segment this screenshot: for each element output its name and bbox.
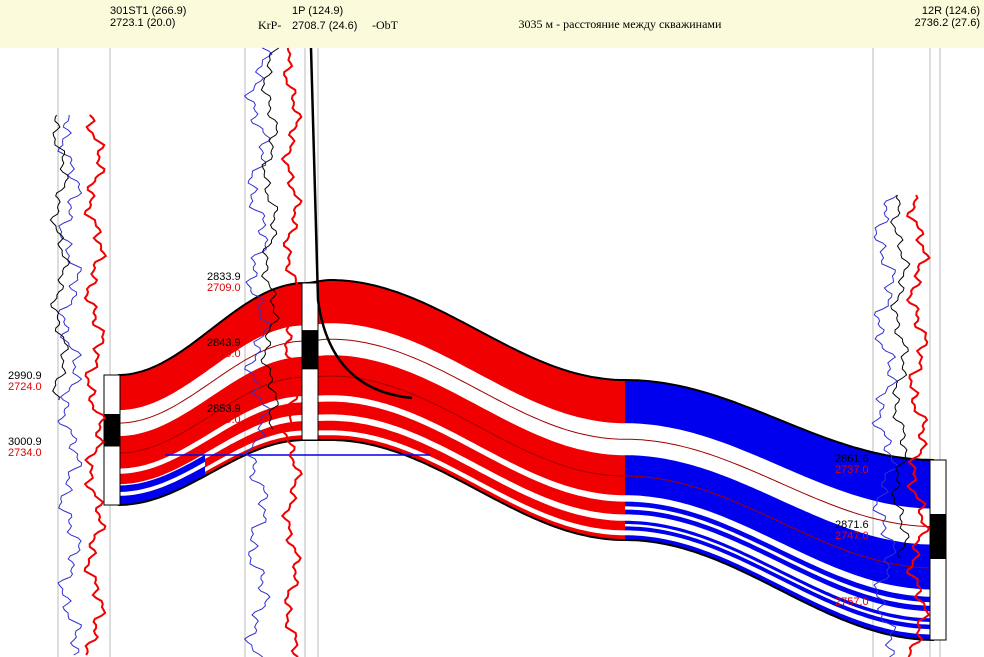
tvd-label: 2747.0 <box>835 530 869 542</box>
tvd-label: 2719.0 <box>207 348 241 360</box>
tvd-label: 2729.0 <box>207 414 241 426</box>
tvd-label: 2737.0 <box>835 464 869 476</box>
well-name: 12R (124.6) <box>922 5 980 17</box>
tvd-label: 2724.0 <box>8 381 42 393</box>
well-name: 301ST1 (266.9) <box>110 5 186 17</box>
well-column-fill <box>104 414 120 447</box>
formation-tag: -ObT <box>372 18 399 32</box>
well-depth: 2708.7 (24.6) <box>292 20 357 32</box>
well-depth: 2736.2 (27.6) <box>915 17 980 29</box>
tvd-label: 2757.0 <box>835 596 869 608</box>
tvd-label: 2709.0 <box>207 282 241 294</box>
tvd-label: 2734.0 <box>8 447 42 459</box>
well-name: 1P (124.9) <box>292 5 343 17</box>
well-column-fill <box>302 330 318 369</box>
formation-tag: KrP- <box>258 18 281 32</box>
well-column-fill <box>930 514 946 559</box>
distance-label: 3035 м - расстояние между скважинами <box>519 17 722 31</box>
correlation-view: 301ST1 (266.9) 2723.1 (20.0) 1P (124.9) … <box>0 0 984 657</box>
well-depth: 2723.1 (20.0) <box>110 17 175 29</box>
